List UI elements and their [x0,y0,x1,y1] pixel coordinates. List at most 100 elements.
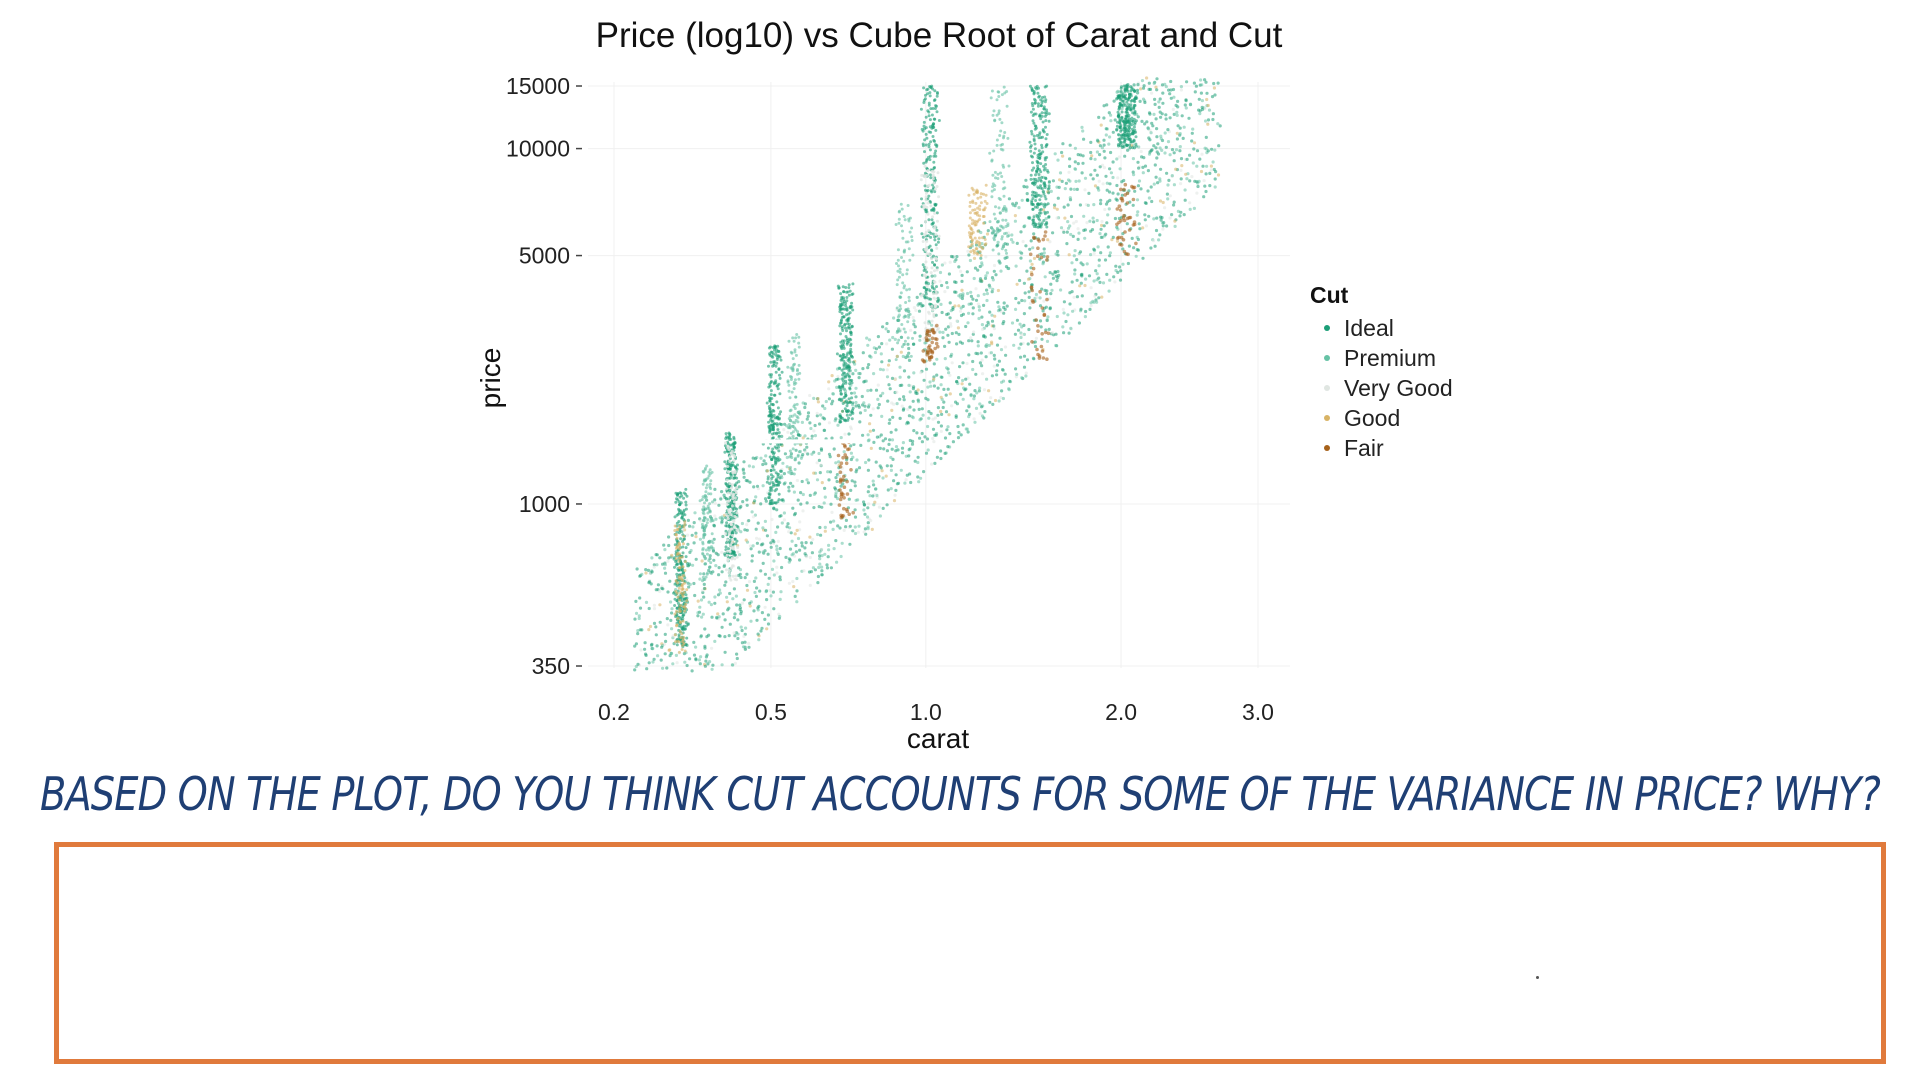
x-axis-title: carat [907,723,969,754]
data-point-premium [906,336,910,340]
data-point-ideal [723,450,727,454]
data-point-ideal [1007,197,1012,201]
data-point-premium [866,433,870,437]
data-point-ideal [806,411,811,415]
answer-box[interactable] [54,842,1886,1064]
data-point-ideal [1179,157,1184,161]
data-point-ideal [866,506,870,510]
data-point-ideal [843,371,847,375]
data-point-very-good [763,605,767,609]
data-point-premium [1108,135,1112,139]
data-point-premium [891,335,895,340]
data-point-good [675,610,678,613]
data-point-very-good [732,458,736,462]
data-point-good [678,556,682,560]
data-point-premium [1147,196,1151,200]
data-point-ideal [768,396,771,400]
data-point-premium [909,354,913,358]
data-point-ideal [1068,157,1072,161]
data-point-premium [873,350,878,355]
data-point-premium [707,548,711,552]
data-point-ideal [821,404,825,408]
data-point-ideal [920,440,925,444]
data-point-ideal [996,243,1000,247]
data-point-ideal [854,404,858,408]
data-point-ideal [682,491,686,495]
data-point-good [1055,207,1059,211]
data-point-ideal [921,129,925,133]
question-handwritten: BASED ON THE PLOT, DO YOU THINK CUT ACCO… [40,767,1881,821]
data-point-premium [995,226,999,230]
data-point-good [677,547,681,551]
data-point-ideal [977,389,982,393]
data-point-fair [1030,340,1034,344]
data-point-ideal [1041,128,1045,132]
data-point-good [976,229,980,233]
data-point-premium [1000,175,1004,178]
data-point-ideal [1053,203,1057,207]
data-point-premium [1141,171,1145,175]
data-point-premium [1188,102,1193,106]
data-point-premium [899,291,903,295]
data-point-ideal [759,569,763,573]
x-tick-label: 0.5 [755,699,787,725]
data-point-premium [790,390,794,394]
data-point-premium [994,176,997,180]
data-point-premium [761,550,765,554]
x-tick-label: 3.0 [1242,699,1274,725]
data-point-very-good [925,246,929,250]
data-point-premium [1082,214,1086,218]
data-point-ideal [836,524,840,528]
data-point-ideal [780,565,784,570]
data-point-ideal [733,634,737,638]
data-point-ideal [1060,150,1064,155]
data-point-ideal [799,502,803,506]
data-point-good [1180,164,1184,168]
data-point-premium [1001,396,1006,401]
data-point-ideal [840,397,844,401]
data-point-premium [797,335,801,339]
data-point-ideal [1170,213,1174,217]
data-point-very-good [731,533,734,537]
data-point-premium [1000,93,1004,97]
data-point-premium [903,330,907,334]
data-point-ideal [923,127,927,131]
data-point-ideal [888,438,892,442]
data-point-very-good [734,574,738,578]
data-point-premium [990,195,994,199]
data-point-ideal [1045,133,1049,136]
data-point-premium [702,470,706,474]
data-point-premium [1178,145,1182,149]
data-point-very-good [981,327,985,331]
data-point-very-good [726,465,730,468]
x-tick-label: 2.0 [1105,699,1137,725]
data-point-very-good [732,453,735,457]
data-point-ideal [1122,102,1126,106]
data-point-ideal [1079,281,1083,285]
data-point-ideal [724,580,728,584]
data-point-ideal [1023,291,1027,295]
data-point-ideal [1120,110,1124,114]
data-point-ideal [1045,225,1049,229]
data-point-very-good [726,491,730,495]
data-point-ideal [738,608,742,612]
data-point-premium [853,525,857,529]
data-point-ideal [1213,93,1217,97]
data-point-premium [862,508,866,512]
data-point-ideal [928,118,932,122]
data-point-ideal [971,297,975,301]
data-point-premium [1146,127,1150,131]
data-point-ideal [745,572,749,576]
data-point-very-good [1093,294,1097,298]
data-point-ideal [888,418,892,422]
data-point-ideal [686,542,690,546]
data-point-ideal [1071,234,1075,238]
data-point-premium [1010,233,1014,237]
data-point-ideal [874,347,879,351]
data-point-premium [926,424,930,429]
data-point-ideal [983,276,988,280]
data-point-ideal [1151,124,1155,128]
data-point-premium [1014,264,1018,268]
data-point-ideal [1068,143,1072,147]
